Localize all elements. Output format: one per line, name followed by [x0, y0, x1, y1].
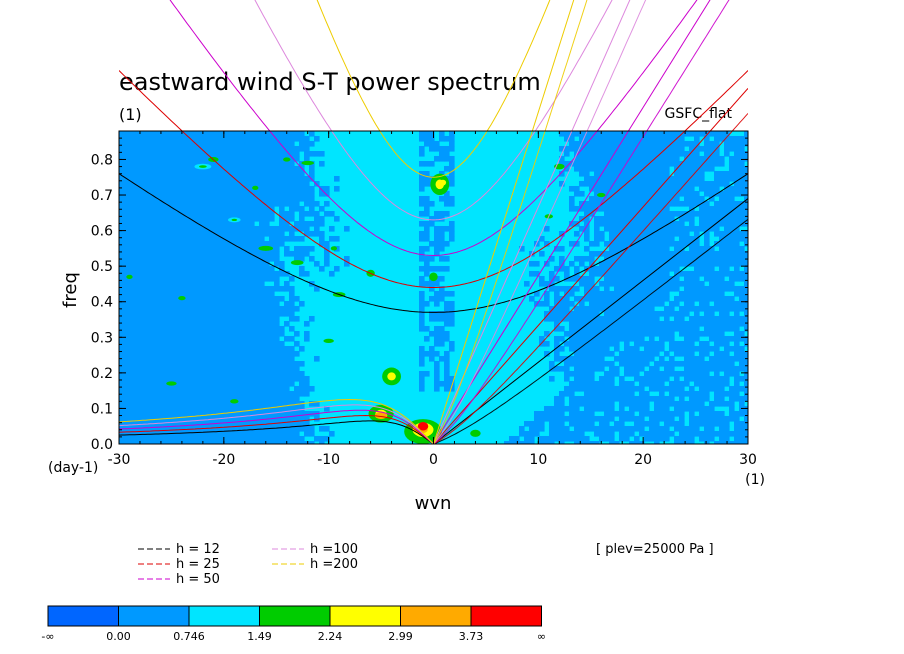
heatmap-patch	[597, 192, 606, 198]
kelvin-wave-line-h200	[433, 0, 575, 444]
x-tick-label: 30	[739, 452, 757, 468]
colorbar-label: -∞	[41, 630, 54, 643]
colorbar-label: 0.00	[106, 630, 131, 643]
x-tick-label: -10	[317, 452, 340, 468]
y-axis-label: freq	[60, 272, 81, 308]
legend-label: h =100	[310, 542, 358, 557]
y-tick-label: 0.8	[91, 152, 113, 168]
plev-annotation: [ plev=25000 Pa ]	[596, 542, 714, 557]
kelvin-wave-line-h12	[433, 198, 748, 444]
kelvin-wave-line-h100	[433, 0, 631, 444]
gravity-wave-curve-h200	[316, 0, 551, 178]
rossby-wave-curve-h12	[119, 420, 434, 444]
heatmap-patch	[429, 272, 438, 282]
heatmap-patch-core	[199, 165, 207, 168]
kelvin-wave-line-h50	[433, 0, 711, 444]
heatmap-patch	[323, 338, 334, 343]
heatmap-patch	[290, 260, 304, 266]
mixed-rossby-gravity-curve-h200	[433, 0, 588, 444]
legend-label: h = 50	[176, 572, 220, 587]
colorbar-swatch	[47, 605, 119, 627]
colorbar-swatch	[188, 605, 260, 627]
colorbar-label: 3.73	[459, 630, 484, 643]
y-tick-label: 0.7	[91, 188, 113, 204]
x-tick-label: -30	[108, 452, 131, 468]
gravity-wave-curve-h12	[119, 173, 748, 313]
x-tick-label: 20	[634, 452, 652, 468]
heatmap-patch	[166, 381, 177, 386]
y-tick-label: 0.2	[91, 366, 113, 382]
heatmap-patch	[470, 429, 481, 437]
x-axis: -30 -20 -10 0 10 20 30	[108, 131, 757, 468]
heatmap-patch	[126, 274, 133, 279]
chart-subtitle-left: (1)	[119, 105, 142, 124]
mixed-rossby-gravity-curve-h12	[433, 218, 748, 444]
colorbar-swatch	[400, 605, 472, 627]
heatmap-patch	[258, 245, 274, 251]
colorbar-label: ∞	[537, 630, 546, 643]
spectrum-heatmap	[119, 131, 748, 444]
colorbar-label: 0.746	[173, 630, 205, 643]
legend-label: h = 25	[176, 557, 220, 572]
heatmap-patch	[252, 185, 259, 191]
mixed-rossby-gravity-curve-h50	[433, 0, 730, 444]
legend-label: h = 12	[176, 542, 220, 557]
rossby-wave-curve-h25	[119, 414, 434, 444]
heatmap-patch	[301, 160, 314, 166]
heatmap-patch	[417, 421, 429, 431]
heatmap-patch	[330, 246, 338, 251]
y-axis: 0.0 0.1 0.2 0.3 0.4 0.5 0.6 0.7 0.8	[91, 130, 748, 453]
gravity-wave-curve-h25	[119, 70, 748, 288]
colorbar-swatch	[329, 605, 401, 627]
colorbar-swatch	[118, 605, 190, 627]
y-tick-label: 0.1	[91, 401, 113, 417]
gravity-wave-curve-h50	[169, 0, 698, 257]
dispersion-curves	[119, 0, 748, 444]
heatmap-patch	[230, 399, 239, 404]
heatmap-patch	[283, 157, 291, 162]
chart-subtitle-right: GSFC_flat	[665, 106, 733, 122]
x-unit-label: (1)	[745, 472, 765, 488]
y-tick-label: 0.3	[91, 330, 113, 346]
chart-title: eastward wind S-T power spectrum	[119, 68, 541, 96]
rossby-wave-curve-h50	[119, 409, 434, 444]
rossby-wave-curve-h100	[119, 404, 434, 444]
rossby-wave-curve-h200	[119, 398, 434, 444]
heatmap-patch	[387, 372, 396, 380]
colorbar-swatch	[470, 605, 542, 627]
y-unit-label: (day-1)	[48, 460, 98, 476]
colorbar-label: 2.99	[388, 630, 413, 643]
y-tick-label: 0.4	[91, 295, 113, 311]
gravity-wave-curve-h100	[254, 0, 613, 221]
colorbar-label: 1.49	[247, 630, 272, 643]
heatmap-patch	[178, 296, 186, 301]
x-tick-label: -20	[212, 452, 235, 468]
colorbar-swatch	[259, 605, 331, 627]
x-axis-label: wvn	[415, 493, 452, 514]
x-tick-label: 10	[529, 452, 547, 468]
legend-label: h =200	[310, 557, 358, 572]
colorbar: -∞ 0.00 0.746 1.49 2.24 2.99 3.73 ∞	[41, 605, 546, 643]
y-tick-label: 0.0	[91, 437, 113, 453]
y-tick-label: 0.6	[91, 224, 113, 240]
mixed-rossby-gravity-curve-h25	[433, 113, 748, 444]
y-tick-label: 0.5	[91, 259, 113, 275]
kelvin-wave-line-h25	[433, 87, 748, 444]
heatmap-patch	[439, 179, 447, 186]
mixed-rossby-gravity-curve-h100	[433, 0, 647, 444]
colorbar-label: 2.24	[318, 630, 343, 643]
heatmap-patch-core	[231, 218, 238, 222]
x-tick-label: 0	[429, 452, 438, 468]
